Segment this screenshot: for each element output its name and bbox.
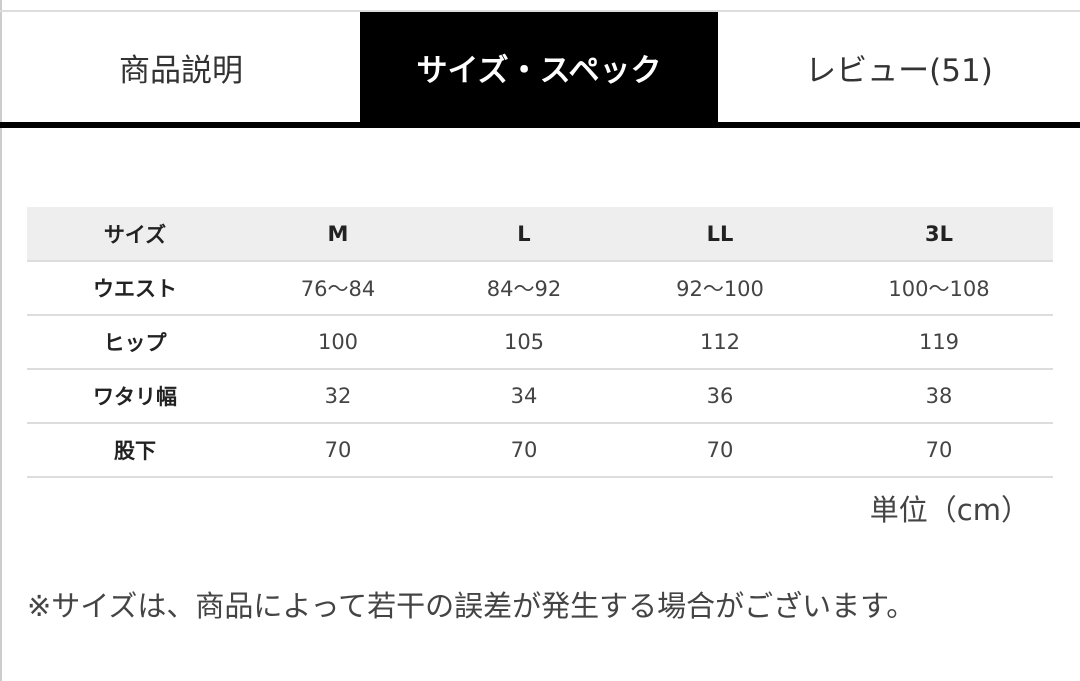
row-label: ヒップ (27, 315, 243, 370)
header-cell: L (433, 207, 615, 262)
top-divider (0, 10, 1080, 12)
table-cell: 34 (433, 369, 615, 424)
row-label: ワタリ幅 (27, 369, 243, 424)
tab-description[interactable]: 商品説明 (0, 12, 360, 122)
row-label: 股下 (27, 423, 243, 478)
tab-bar: 商品説明 サイズ・スペック レビュー(51) (0, 12, 1080, 122)
tab-size-spec[interactable]: サイズ・スペック (360, 12, 718, 122)
table-cell: 32 (243, 369, 433, 424)
table-cell: 70 (825, 423, 1053, 478)
table-cell: 100〜108 (825, 261, 1053, 316)
left-border (0, 0, 2, 681)
header-cell: M (243, 207, 433, 262)
table-cell: 105 (433, 315, 615, 370)
table-cell: 100 (243, 315, 433, 370)
table-row: ウエスト 76〜84 84〜92 92〜100 100〜108 (27, 261, 1053, 316)
table-cell: 70 (243, 423, 433, 478)
table-row: 股下 70 70 70 70 (27, 423, 1053, 478)
table-header-row: サイズ M L LL 3L (27, 207, 1053, 262)
table-row: ヒップ 100 105 112 119 (27, 315, 1053, 370)
row-label: ウエスト (27, 261, 243, 316)
table-cell: 36 (615, 369, 825, 424)
table-cell: 70 (433, 423, 615, 478)
header-cell: LL (615, 207, 825, 262)
table-row: ワタリ幅 32 34 36 38 (27, 369, 1053, 424)
table-cell: 92〜100 (615, 261, 825, 316)
header-cell: 3L (825, 207, 1053, 262)
table-cell: 119 (825, 315, 1053, 370)
size-table: サイズ M L LL 3L ウエスト 76〜84 84〜92 92〜100 100〜10… (27, 207, 1053, 478)
table-cell: 112 (615, 315, 825, 370)
unit-label: 単位（cm） (869, 493, 1030, 527)
table-cell: 84〜92 (433, 261, 615, 316)
tab-reviews[interactable]: レビュー(51) (805, 52, 993, 89)
table-cell: 38 (825, 369, 1053, 424)
size-note: ※サイズは、商品によって若干の誤差が発生する場合がございます。 (27, 589, 916, 623)
table-cell: 70 (615, 423, 825, 478)
tab-underline (0, 122, 1080, 128)
header-cell: サイズ (27, 207, 243, 262)
table-cell: 76〜84 (243, 261, 433, 316)
